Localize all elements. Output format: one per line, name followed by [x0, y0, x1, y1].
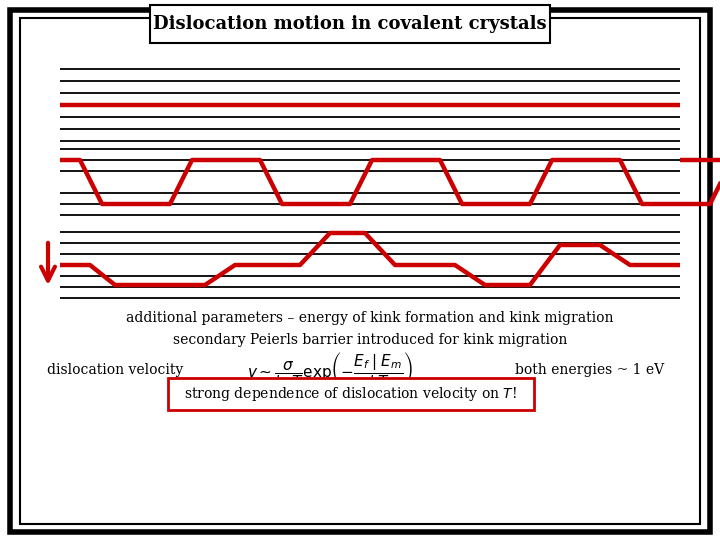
- Text: additional parameters – energy of kink formation and kink migration: additional parameters – energy of kink f…: [126, 311, 613, 325]
- Text: dislocation velocity: dislocation velocity: [47, 363, 183, 377]
- Text: both energies ~ 1 eV: both energies ~ 1 eV: [516, 363, 665, 377]
- Text: $v\sim\dfrac{\sigma}{k.T}\exp\!\left(-\dfrac{E_f\;|\;E_m}{kT}\right)$: $v\sim\dfrac{\sigma}{k.T}\exp\!\left(-\d…: [247, 350, 413, 389]
- Text: secondary Peierls barrier introduced for kink migration: secondary Peierls barrier introduced for…: [173, 333, 567, 347]
- Text: strong dependence of dislocation velocity on $T$!: strong dependence of dislocation velocit…: [184, 385, 518, 403]
- Bar: [150, 5, 550, 43]
- Text: Dislocation motion in covalent crystals: Dislocation motion in covalent crystals: [153, 15, 546, 33]
- Bar: [168, 378, 534, 410]
